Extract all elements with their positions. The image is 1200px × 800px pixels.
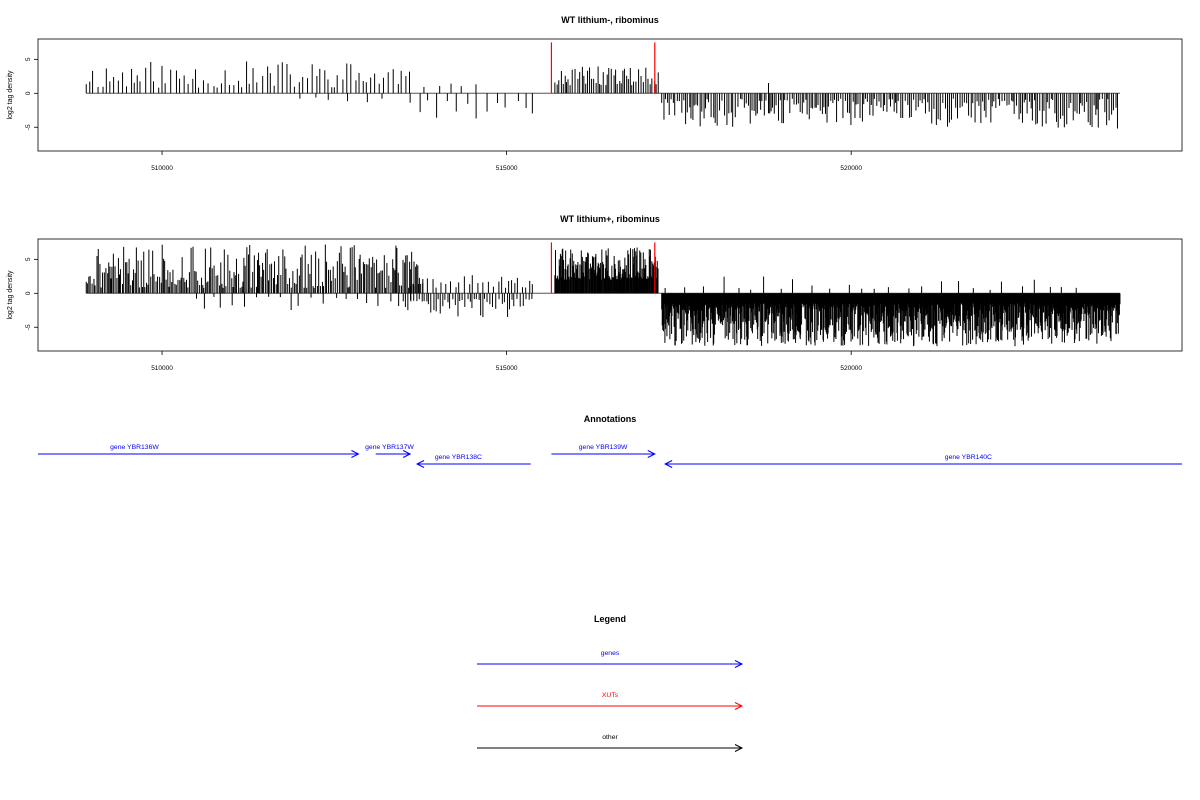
y-tick-label: 5 xyxy=(25,57,32,61)
x-tick-label: 510000 xyxy=(151,165,173,172)
x-tick-label: 520000 xyxy=(840,165,862,172)
y-tick-label: -5 xyxy=(25,124,32,130)
legend-item: XUTs xyxy=(477,692,744,710)
legend-title: Legend xyxy=(594,614,626,624)
gene-label: gene YBR140C xyxy=(945,454,992,461)
annotations-track: Annotations gene YBR136W gene YBR137Wgene… xyxy=(38,414,1182,468)
y-tick-label: 0 xyxy=(25,291,32,295)
y-tick-label: 5 xyxy=(25,257,32,261)
gene-label: gene YBR137W xyxy=(365,444,414,451)
legend-label: other xyxy=(602,734,618,741)
x-tick-label: 515000 xyxy=(496,165,518,172)
x-tick-label: 520000 xyxy=(840,365,862,372)
x-tick-label: 515000 xyxy=(496,365,518,372)
legend-label: XUTs xyxy=(602,692,619,699)
axes: 510000 515000 520000 -5 0 5 xyxy=(25,257,862,372)
gene-arrow: gene YBR138C xyxy=(415,454,531,468)
gene-label: gene YBR139W xyxy=(579,444,628,451)
legend: Legend genes XUTs other xyxy=(477,614,744,752)
plot-frame xyxy=(37,238,1183,352)
y-axis-label: log2 tag density xyxy=(7,70,14,120)
legend-label: genes xyxy=(601,650,620,657)
panel-title: WT lithium-, ribominus xyxy=(561,15,659,25)
gene-arrow: gene YBR139W xyxy=(551,444,656,458)
axes: 510000 515000 520000 -5 0 5 xyxy=(25,57,862,172)
x-tick-label: 510000 xyxy=(151,365,173,372)
y-axis-label: log2 tag density xyxy=(7,270,14,320)
gene-arrows: gene YBR136W gene YBR137W gene YBR138C gene… xyxy=(38,444,1182,468)
y-tick-label: 0 xyxy=(25,91,32,95)
legend-item: other xyxy=(477,734,744,752)
coverage-bars xyxy=(85,42,1120,129)
gene-arrow: gene YBR136W xyxy=(38,444,360,458)
plot-frame xyxy=(37,38,1183,152)
coverage-panel-lithium-minus: WT lithium-, ribominus log2 tag density … xyxy=(7,15,1183,172)
panel-title: WT lithium+, ribominus xyxy=(560,214,660,224)
annotations-title: Annotations xyxy=(584,414,637,424)
legend-item: genes xyxy=(477,650,744,668)
y-tick-label: -5 xyxy=(25,324,32,330)
gene-label: gene YBR136W xyxy=(110,444,159,451)
gene-label: gene YBR138C xyxy=(435,454,482,461)
coverage-bars xyxy=(85,242,1121,347)
legend-items: genes XUTs other xyxy=(477,650,744,752)
gene-arrow: gene YBR137W xyxy=(365,444,414,458)
gene-arrow: gene YBR140C xyxy=(664,454,1182,468)
coverage-panel-lithium-plus: WT lithium+, ribominus log2 tag density … xyxy=(7,214,1183,372)
